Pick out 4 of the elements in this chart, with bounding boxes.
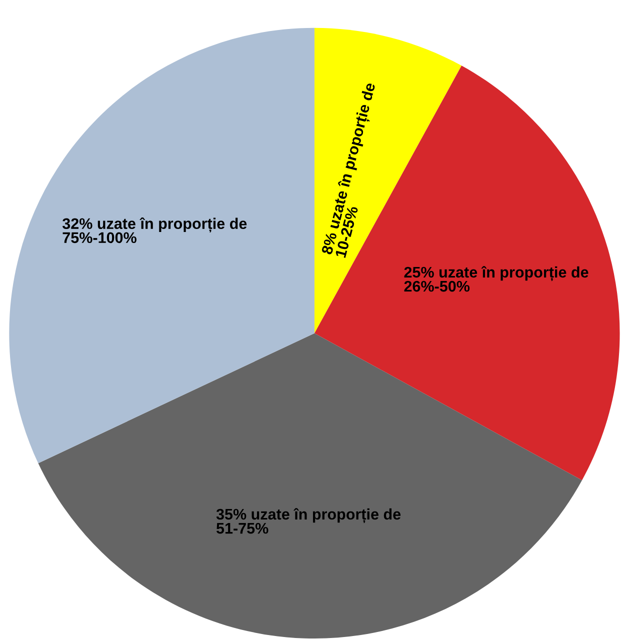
slice-label: 8% uzate în proporție de 10-25% bbox=[320, 82, 379, 258]
slice-label: 35% uzate în proporție de 51-75% bbox=[216, 508, 401, 534]
slice-label: 25% uzate în proporție de 26%-50% bbox=[404, 266, 588, 292]
slice-label: 32% uzate în proporție de 75%-100% bbox=[62, 217, 247, 244]
